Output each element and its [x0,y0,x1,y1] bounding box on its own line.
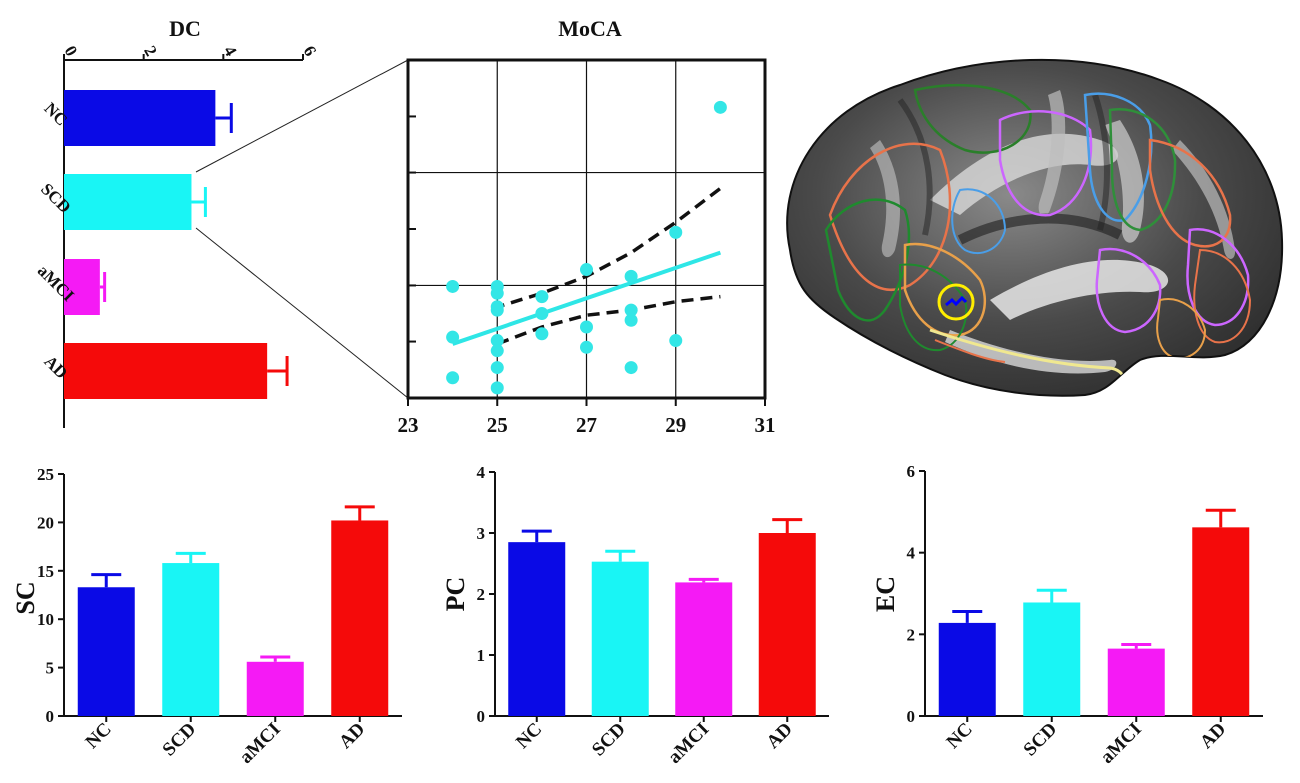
moca-data-point [446,371,460,385]
pc-bar [591,561,649,716]
dc-tick-label: 2 [140,43,161,60]
sc-bar [77,587,135,716]
dc-bar [64,343,268,399]
sc-category-label: SCD [159,719,201,761]
dc-bar [64,259,100,315]
sc-y-axis-label: SC [11,581,40,614]
moca-chart-title: MoCA [558,16,622,41]
moca-data-point [535,327,549,341]
moca-x-tick-label: 23 [398,413,419,437]
moca-data-point [490,286,504,300]
ec-y-tick-label: 2 [907,625,916,644]
sc-y-tick-label: 10 [37,610,54,629]
moca-x-tick-label: 25 [487,413,508,437]
moca-data-point [446,279,460,293]
ec-category-label: AD [1196,719,1230,753]
ec-bar [938,622,996,716]
roi-circle [937,283,975,321]
dc-chart-title: DC [169,16,201,41]
pc-category-label: aMCI [664,719,713,768]
ec-bar-chart: EC 0 2 4 6 NC SCD aMCI AD [871,462,1263,768]
sc-category-label: aMCI [236,719,285,768]
moca-data-point [490,381,504,395]
sc-category-label: AD [335,719,369,753]
pc-y-tick-label: 4 [477,463,486,482]
pc-y-tick-label: 3 [477,524,486,543]
pc-y-tick-label: 1 [477,646,486,665]
moca-data-point [446,330,460,344]
ec-category-label: aMCI [1097,719,1146,768]
moca-data-point [580,320,593,334]
sc-y-tick-label: 15 [37,562,54,581]
ec-y-tick-label: 6 [907,462,916,481]
moca-scatter-plot: MoCA 23 25 27 29 31 [398,16,776,437]
moca-data-point [669,334,683,348]
dc-tick-label: 0 [61,43,82,60]
ec-y-tick-label: 0 [907,707,916,726]
dc-bar [64,90,216,146]
pc-bar-chart: PC 0 1 2 3 4 NC SCD aMCI AD [441,463,829,768]
sc-bar-chart: SC 0 5 10 15 20 25 NC SCD aMCI AD [11,465,402,768]
moca-x-tick-label: 31 [755,413,776,437]
moca-data-point [490,344,504,358]
ec-bar [1192,527,1250,716]
dc-tick-label: 4 [220,43,241,60]
moca-x-tick-label: 29 [665,413,686,437]
moca-data-point [624,303,638,317]
connector-line-top [195,59,409,173]
moca-data-point [490,303,504,317]
pc-category-label: AD [763,719,797,753]
ec-y-axis-label: EC [871,576,900,612]
pc-category-label: NC [512,719,546,753]
pc-bar [675,582,733,716]
moca-data-point [535,307,549,320]
brain-surface-image [786,58,1284,397]
pc-y-tick-label: 0 [477,707,486,726]
sc-category-label: NC [82,719,116,753]
dc-bar [64,174,192,230]
dc-tick-label: 6 [300,43,321,60]
moca-data-point [669,225,683,239]
pc-bar [758,533,816,716]
moca-ci-upper-curve [492,187,722,311]
ec-category-label: NC [943,719,977,753]
moca-data-point [713,100,727,114]
ec-y-tick-label: 4 [907,544,916,563]
connector-line-bottom [195,227,409,399]
ec-bar [1023,602,1081,716]
moca-data-point [490,334,504,348]
moca-data-point [580,263,593,277]
moca-data-point [624,313,638,327]
ec-bar [1107,648,1165,716]
pc-bar [508,542,566,716]
moca-data-point [535,290,549,304]
moca-data-point [490,361,504,375]
moca-data-point [624,269,638,283]
pc-y-axis-label: PC [441,577,470,612]
moca-fit-line [451,250,722,346]
sc-y-tick-label: 25 [37,465,54,484]
sc-bar [331,520,389,716]
sc-y-tick-label: 0 [46,707,55,726]
sc-bar [246,661,304,716]
moca-ci-lower-curve [496,294,721,346]
ec-category-label: SCD [1020,719,1062,761]
moca-data-point [580,340,593,354]
moca-x-tick-label: 27 [576,413,597,437]
pc-y-tick-label: 2 [477,585,486,604]
sc-y-tick-label: 20 [37,513,54,532]
sc-bar [162,563,220,716]
moca-data-point [624,361,638,375]
sc-y-tick-label: 5 [46,659,55,678]
pc-category-label: SCD [588,719,630,761]
